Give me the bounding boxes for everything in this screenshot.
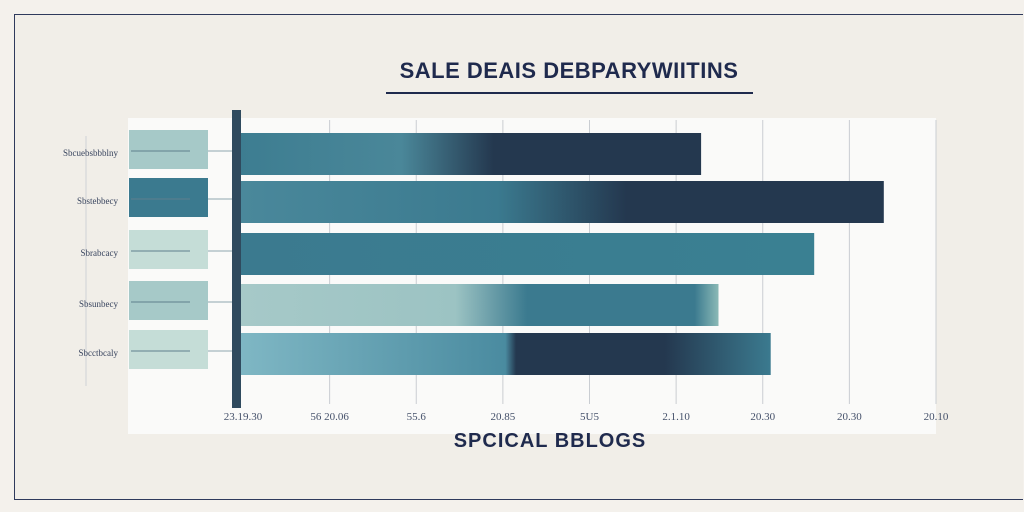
x-tick-label: 55.6 [407,411,427,423]
category-label: Sbstebbecy [77,196,118,206]
legend-swatch [129,330,208,369]
legend-swatch [129,281,208,320]
category-label: Sbcctbcaly [79,348,119,358]
category-label: Sbrabcacy [81,248,119,258]
bar [240,181,884,223]
x-axis-label: SPCICAL BBLOGS [453,430,647,452]
title-underline [386,92,753,94]
x-tick-label: 20.30 [750,411,775,423]
bar [240,133,702,175]
x-tick-label: 5U5 [580,411,599,423]
x-tick-label: 23.19.30 [224,411,263,423]
category-label: Sbcuebsbbblny [63,148,118,158]
x-tick-label: 20.85 [491,411,516,423]
x-tick-label: 2.1.10 [662,411,690,423]
y-axis [232,110,241,408]
category-label: Sbsunbecy [79,299,118,309]
legend-swatch [129,178,208,217]
legend-swatch [129,230,208,269]
bar [240,284,719,326]
x-tick-label: 56 20.06 [310,411,349,423]
legend-swatch [129,130,208,169]
bar [240,233,815,275]
x-tick-label: 20.10 [924,411,949,423]
bar [240,333,771,375]
chart-title: SALE DEAIS DEBPARYWIITINS [399,58,739,83]
x-tick-label: 20.30 [837,411,862,423]
